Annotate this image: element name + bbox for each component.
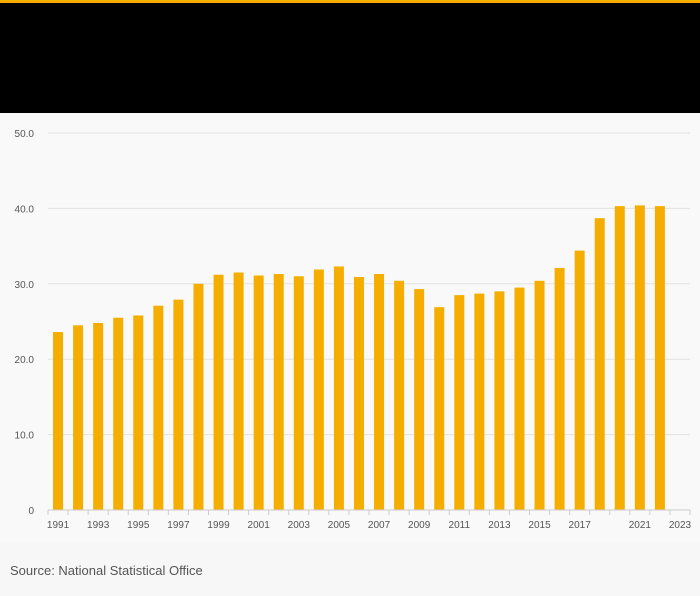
bar-2002	[273, 273, 284, 510]
bar-1999	[213, 274, 224, 510]
x-tick-label: 2003	[288, 520, 311, 531]
bar-1997	[173, 299, 184, 510]
bar-series	[53, 205, 665, 510]
y-axis-ticks: 0 10.0 20.0 30.0 40.0 50.0	[15, 129, 35, 517]
bar-2006	[353, 277, 364, 510]
bar-2000	[233, 272, 244, 510]
bar-2011	[454, 295, 465, 510]
x-tick-label: 1991	[47, 520, 70, 531]
bar-2009	[414, 289, 425, 510]
x-tick-label: 1995	[127, 520, 150, 531]
header-band	[0, 3, 700, 113]
x-axis: 1991 1993 1995 1997 1999 2001 2003 2005 2007 2009…	[47, 509, 692, 531]
x-tick-label: 2013	[488, 520, 511, 531]
bar-chart: 010.020.030.040.050.0 1991 1993 1995 1997 19…	[15, 129, 692, 531]
bar-2003	[293, 276, 304, 510]
x-tick-label: 2009	[408, 520, 431, 531]
grid-lines	[48, 132, 690, 436]
bar-1993	[93, 323, 104, 510]
bar-2017	[574, 250, 585, 510]
x-tick-label: 2005	[328, 520, 351, 531]
x-tick-label: 2007	[368, 520, 391, 531]
bar-2008	[394, 280, 405, 510]
bar-2019	[614, 206, 625, 510]
bar-1994	[113, 317, 124, 510]
y-tick-label: 50.0	[15, 129, 35, 140]
y-tick-label: 0	[28, 506, 34, 517]
x-tick-label: 2011	[449, 520, 471, 531]
x-tick-label: 2021	[629, 520, 652, 531]
y-tick-label: 20.0	[15, 355, 35, 366]
x-tick-label: 2017	[569, 520, 592, 531]
x-tick-label: 1999	[207, 520, 230, 531]
bar-2005	[333, 266, 344, 510]
bar-2021	[634, 205, 645, 510]
x-tick-label: 2015	[528, 520, 551, 531]
bar-2010	[434, 307, 445, 510]
bar-2016	[554, 267, 565, 510]
top-accent-bar	[0, 0, 700, 3]
bar-2018	[594, 218, 605, 510]
x-tick-label: 1997	[167, 520, 190, 531]
x-tick-label: 2023	[669, 520, 692, 531]
bar-2014	[514, 287, 525, 510]
bar-1998	[193, 283, 204, 510]
y-tick-label: 10.0	[15, 431, 35, 442]
bar-2007	[374, 273, 385, 510]
bar-1992	[73, 325, 84, 510]
bar-2013	[494, 291, 505, 510]
bar-2001	[253, 275, 264, 510]
bar-2004	[313, 269, 324, 510]
y-tick-label: 30.0	[15, 280, 35, 291]
bar-2012	[474, 293, 485, 510]
bar-2022	[654, 206, 665, 510]
y-tick-label: 40.0	[15, 204, 35, 215]
bar-2015	[534, 280, 545, 510]
bar-1995	[133, 315, 144, 510]
x-tick-label: 1993	[87, 520, 110, 531]
bar-1991	[53, 332, 64, 510]
bar-1996	[153, 305, 164, 510]
source-note: Source: National Statistical Office	[10, 563, 203, 578]
x-tick-label: 2001	[248, 520, 271, 531]
